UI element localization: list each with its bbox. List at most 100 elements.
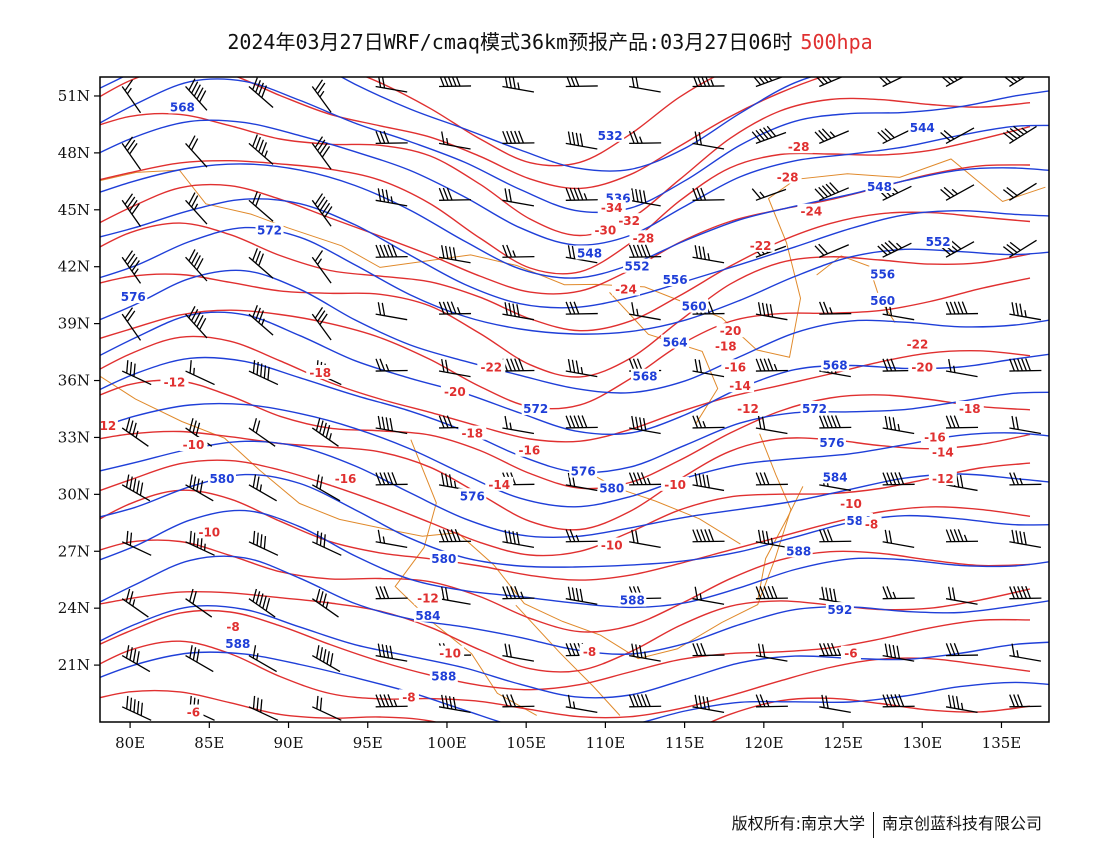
wind-barb <box>945 415 979 429</box>
lon-tick-label: 80E <box>115 734 145 752</box>
contour-label-halo <box>521 400 550 415</box>
contour-label-halo <box>868 266 897 281</box>
contour-label-halo <box>746 237 775 252</box>
contour-label: 580 <box>431 552 456 566</box>
wind-barb <box>185 306 208 339</box>
lon-tick-label: 115E <box>665 734 705 752</box>
wind-barb <box>692 643 725 657</box>
contour-label-halo <box>821 469 850 484</box>
wind-barb <box>121 418 149 447</box>
wind-barb <box>755 302 788 321</box>
contour-label: 576 <box>571 465 596 479</box>
wind-barb <box>629 643 661 662</box>
wind-barb <box>121 79 142 114</box>
wind-barb <box>565 187 598 201</box>
wind-barb <box>565 694 598 714</box>
contour-label-halo <box>924 234 953 249</box>
map-title: 2024年03月27日WRF/cmaq模式36km预报产品:03月27日06时 5… <box>0 26 1100 55</box>
wind-barb <box>311 474 341 502</box>
contour-label-halo <box>485 476 514 491</box>
contour-label-halo <box>611 281 640 296</box>
contour-label-halo <box>413 607 442 622</box>
contour-label-halo <box>825 602 854 617</box>
wind-barb <box>248 305 274 336</box>
wind-barb <box>755 415 788 435</box>
wind-barb <box>248 530 279 556</box>
wind-barb <box>565 415 598 429</box>
contour-label-halo <box>579 643 600 658</box>
wind-barb <box>882 694 915 708</box>
lat-tick-label: 27N <box>58 542 90 560</box>
contour-label: -10 <box>664 478 686 492</box>
contour-label: -28 <box>777 171 799 185</box>
height-contour-line <box>100 555 1049 655</box>
wind-barb <box>692 694 725 714</box>
wind-barb <box>940 184 975 201</box>
wind-barb <box>945 586 978 605</box>
wind-barb <box>121 530 152 556</box>
wind-barb <box>121 474 151 502</box>
contour-label: 576 <box>121 290 146 304</box>
contour-label: 572 <box>523 402 548 416</box>
contour-label-halo <box>429 668 458 683</box>
contour-label: -10 <box>601 539 623 553</box>
contour-label: 568 <box>632 370 657 384</box>
wind-barb <box>248 248 274 279</box>
contour-label-halo <box>920 429 949 444</box>
wind-barb <box>565 586 598 605</box>
contour-label: -16 <box>519 444 541 458</box>
longitude-axis: 80E 85E 90E 95E 100E 105E 110E 115E 120E 125E 130E… <box>115 722 1021 752</box>
contour-label-halo <box>903 336 932 351</box>
wind-barb <box>185 588 213 618</box>
contour-label: -8 <box>583 645 596 659</box>
contour-label-halo <box>413 590 442 605</box>
wind-barb <box>755 643 788 662</box>
contour-label-halo <box>733 400 762 415</box>
contour-label-halo <box>575 245 604 260</box>
contour-label-halo <box>865 179 894 194</box>
wind-barb <box>121 250 142 284</box>
contour-label: 572 <box>257 224 282 238</box>
contour-label: -34 <box>601 201 623 215</box>
lon-tick-label: 135E <box>982 734 1022 752</box>
contour-label: -16 <box>335 472 357 486</box>
wind-barb <box>375 415 408 435</box>
lon-tick-label: 130E <box>902 734 942 752</box>
height-contour-line <box>100 440 1049 539</box>
temperature-contour-line <box>100 211 1031 332</box>
wind-barb <box>438 245 471 264</box>
boundary-line <box>575 465 741 545</box>
wind-barb <box>755 585 788 600</box>
wind-barb <box>185 645 214 673</box>
contour-label: -10 <box>439 647 461 661</box>
boundary-line <box>609 292 719 425</box>
contour-label: 552 <box>926 235 951 249</box>
wind-barb <box>692 187 725 201</box>
wind-barb <box>692 131 725 150</box>
contour-label: 568 <box>170 100 195 114</box>
wind-barb <box>311 193 333 227</box>
contour-label-halo <box>631 368 660 383</box>
contour-label: -12 <box>417 592 439 606</box>
height-contour-line <box>100 311 1049 436</box>
contour-label: -8 <box>226 620 239 634</box>
contour-label: 572 <box>802 402 827 416</box>
contour-label: 588 <box>786 544 811 558</box>
contour-label-halo <box>721 359 750 374</box>
contour-label-halo <box>680 298 709 313</box>
contour-label-halo <box>306 364 335 379</box>
contour-label: 588 <box>225 637 250 651</box>
contour-label-halo <box>797 203 826 218</box>
wind-barb <box>1009 415 1042 435</box>
contour-label-halo <box>596 127 625 142</box>
wind-barb <box>1009 529 1042 548</box>
wind-barb <box>692 586 725 605</box>
wind-barb <box>502 586 535 600</box>
wind-barb <box>692 472 725 492</box>
wind-barb <box>121 193 142 227</box>
wind-barb <box>311 418 339 447</box>
wind-barb <box>438 358 471 378</box>
contour-label: -30 <box>595 224 617 238</box>
height-contour-line <box>100 269 1049 394</box>
